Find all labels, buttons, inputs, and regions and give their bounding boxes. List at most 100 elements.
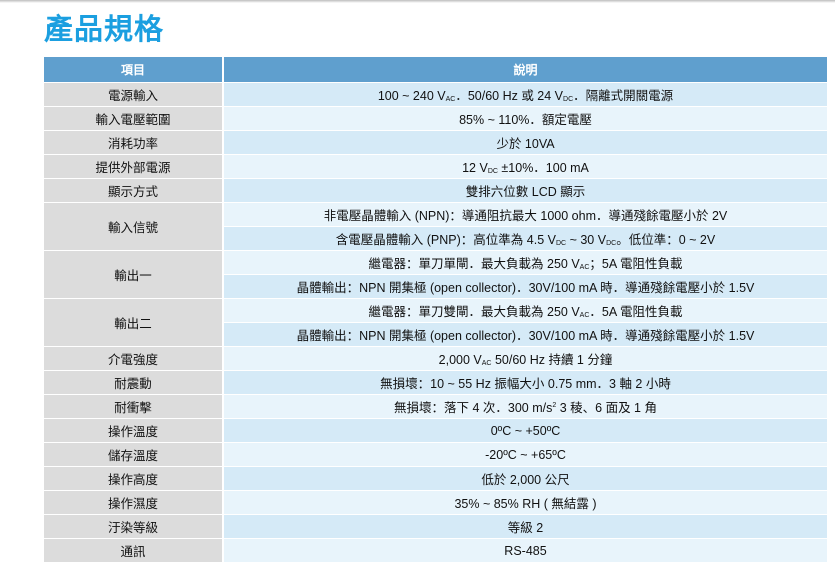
table-row: 耐震動 無損壞：10 ~ 55 Hz 振幅大小 0.75 mm．3 軸 2 小時 (44, 371, 827, 395)
spec-value: 繼電器：單刀單閘．最大負載為 250 VAC；5A 電阻性負載 (224, 251, 827, 275)
spec-value: 低於 2,000 公尺 (224, 467, 827, 491)
value-text: 繼電器：單刀單閘．最大負載為 250 V (368, 257, 580, 271)
value-text: ．隔離式開關電源 (573, 89, 674, 103)
value-text: ~ 30 V (566, 233, 607, 247)
spec-table-body: 電源輸入 100 ~ 240 VAC．50/60 Hz 或 24 VDC．隔離式開… (44, 83, 827, 563)
spec-value: 35% ~ 85% RH ( 無結露 ) (224, 491, 827, 515)
value-text: 3 稜、6 面及 1 角 (556, 401, 657, 415)
spec-label: 消耗功率 (44, 131, 224, 155)
value-text: 晶體輸出：NPN 開集極 (open collector)．30V/100 mA… (296, 329, 755, 343)
spec-value: RS-485 (224, 539, 827, 563)
spec-value: 12 VDC ±10%．100 mA (224, 155, 827, 179)
top-shadow-bar (0, 0, 835, 3)
spec-label: 輸入信號 (44, 203, 224, 251)
value-text: 50/60 Hz 持續 1 分鐘 (491, 353, 613, 367)
header-item: 項目 (44, 57, 224, 83)
value-text: 12 V (462, 161, 488, 175)
table-row: 輸入信號 非電壓晶體輸入 (NPN)：導通阻抗最大 1000 ohm．導通殘餘電壓… (44, 203, 827, 251)
value-text: 100 ~ 240 V (377, 89, 446, 103)
table-row: 操作溫度 0ºC ~ +50ºC (44, 419, 827, 443)
spec-value: 0ºC ~ +50ºC (224, 419, 827, 443)
value-subscript: AC (579, 312, 590, 319)
page-title: 產品規格 (44, 14, 165, 46)
table-header-row: 項目 說明 (44, 57, 827, 83)
spec-value: 含電壓晶體輸入 (PNP)：高位準為 4.5 VDC ~ 30 VDC。低位準：… (224, 227, 827, 251)
value-text: 含電壓晶體輸入 (PNP)：高位準為 4.5 V (335, 233, 556, 247)
table-row: 耐衝擊 無損壞：落下 4 次．300 m/s2 3 稜、6 面及 1 角 (44, 395, 827, 419)
value-subscript: DC (606, 240, 617, 247)
value-text: ±10%．100 mA (497, 161, 589, 175)
value-text: -20ºC ~ +65ºC (485, 447, 566, 462)
spec-label: 耐衝擊 (44, 395, 224, 419)
spec-label: 介電強度 (44, 347, 224, 371)
spec-label: 通訊 (44, 539, 224, 563)
spec-label: 輸出二 (44, 299, 224, 347)
table-row: 輸入電壓範圍 85% ~ 110%．額定電壓 (44, 107, 827, 131)
header-description: 說明 (224, 57, 827, 83)
value-text: ．5A 電阻性負載 (589, 305, 683, 319)
value-text: ；5A 電阻性負載 (589, 257, 683, 271)
value-subscript: DC (555, 240, 567, 247)
spec-value: 2,000 VAC 50/60 Hz 持續 1 分鐘 (224, 347, 827, 371)
spec-label: 耐震動 (44, 371, 224, 395)
value-subscript: AC (481, 360, 492, 367)
table-row: 電源輸入 100 ~ 240 VAC．50/60 Hz 或 24 VDC．隔離式開… (44, 83, 827, 107)
value-subscript: AC (445, 96, 456, 103)
value-text: 35% ~ 85% RH ( 無結露 ) (454, 497, 597, 511)
value-text: 雙排六位數 LCD 顯示 (465, 185, 586, 199)
spec-value: 等級 2 (224, 515, 827, 539)
value-subscript: DC (563, 96, 574, 103)
value-text: 非電壓晶體輸入 (NPN)：導通阻抗最大 1000 ohm．導通殘餘電壓小於 2… (323, 209, 728, 223)
value-text: 2,000 V (438, 353, 482, 367)
value-text: 。低位準：0 ~ 2V (616, 233, 716, 247)
value-text: 等級 2 (507, 521, 544, 535)
spec-value: 晶體輸出：NPN 開集極 (open collector)．30V/100 mA… (224, 323, 827, 347)
value-text: 85% ~ 110%．額定電壓 (459, 113, 592, 127)
table-row: 提供外部電源 12 VDC ±10%．100 mA (44, 155, 827, 179)
value-text: 無損壞：落下 4 次．300 m/s (393, 401, 553, 415)
spec-label: 顯示方式 (44, 179, 224, 203)
table-row: 通訊 RS-485 (44, 539, 827, 563)
value-superscript: 2 (552, 402, 557, 409)
spec-value: 雙排六位數 LCD 顯示 (224, 179, 827, 203)
value-text: 繼電器：單刀雙閘．最大負載為 250 V (368, 305, 580, 319)
table-row: 汙染等級 等級 2 (44, 515, 827, 539)
value-text: ．50/60 Hz 或 24 V (455, 89, 564, 103)
table-row: 輸出一 繼電器：單刀單閘．最大負載為 250 VAC；5A 電阻性負載 (44, 251, 827, 299)
value-subscript: AC (579, 264, 590, 271)
spec-value: 非電壓晶體輸入 (NPN)：導通阻抗最大 1000 ohm．導通殘餘電壓小於 2… (224, 203, 827, 227)
value-text: 晶體輸出：NPN 開集極 (open collector)．30V/100 mA… (296, 281, 755, 295)
table-row: 含電壓晶體輸入 (PNP)：高位準為 4.5 VDC ~ 30 VDC。低位準：… (44, 227, 827, 251)
spec-label: 汙染等級 (44, 515, 224, 539)
spec-label: 操作溫度 (44, 419, 224, 443)
spec-value: 少於 10VA (224, 131, 827, 155)
value-text: 無損壞：10 ~ 55 Hz 振幅大小 0.75 mm．3 軸 2 小時 (380, 377, 671, 391)
value-text: 0ºC ~ +50ºC (490, 423, 561, 438)
table-row: 消耗功率 少於 10VA (44, 131, 827, 155)
spec-value: -20ºC ~ +65ºC (224, 443, 827, 467)
spec-label: 電源輸入 (44, 83, 224, 107)
spec-value: 無損壞：落下 4 次．300 m/s2 3 稜、6 面及 1 角 (224, 395, 827, 419)
table-row: 操作濕度 35% ~ 85% RH ( 無結露 ) (44, 491, 827, 515)
table-row: 儲存溫度 -20ºC ~ +65ºC (44, 443, 827, 467)
table-row: 介電強度 2,000 VAC 50/60 Hz 持續 1 分鐘 (44, 347, 827, 371)
spec-value: 85% ~ 110%．額定電壓 (224, 107, 827, 131)
table-row: 顯示方式 雙排六位數 LCD 顯示 (44, 179, 827, 203)
spec-label: 輸出一 (44, 251, 224, 299)
value-text: 低於 2,000 公尺 (481, 473, 570, 487)
spec-label: 操作濕度 (44, 491, 224, 515)
spec-label: 儲存溫度 (44, 443, 224, 467)
table-row: 晶體輸出：NPN 開集極 (open collector)．30V/100 mA… (44, 323, 827, 347)
spec-value: 無損壞：10 ~ 55 Hz 振幅大小 0.75 mm．3 軸 2 小時 (224, 371, 827, 395)
spec-label: 操作高度 (44, 467, 224, 491)
value-text: 少於 10VA (496, 137, 555, 151)
spec-value: 100 ~ 240 VAC．50/60 Hz 或 24 VDC．隔離式開關電源 (224, 83, 827, 107)
table-row: 晶體輸出：NPN 開集極 (open collector)．30V/100 mA… (44, 275, 827, 299)
spec-value: 晶體輸出：NPN 開集極 (open collector)．30V/100 mA… (224, 275, 827, 299)
spec-table: 項目 說明 電源輸入 100 ~ 240 VAC．50/60 Hz 或 24 VD… (44, 57, 827, 563)
value-text: RS-485 (504, 543, 547, 558)
spec-label: 輸入電壓範圍 (44, 107, 224, 131)
value-subscript: DC (487, 168, 498, 175)
table-row: 輸出二 繼電器：單刀雙閘．最大負載為 250 VAC．5A 電阻性負載 (44, 299, 827, 347)
spec-value: 繼電器：單刀雙閘．最大負載為 250 VAC．5A 電阻性負載 (224, 299, 827, 323)
